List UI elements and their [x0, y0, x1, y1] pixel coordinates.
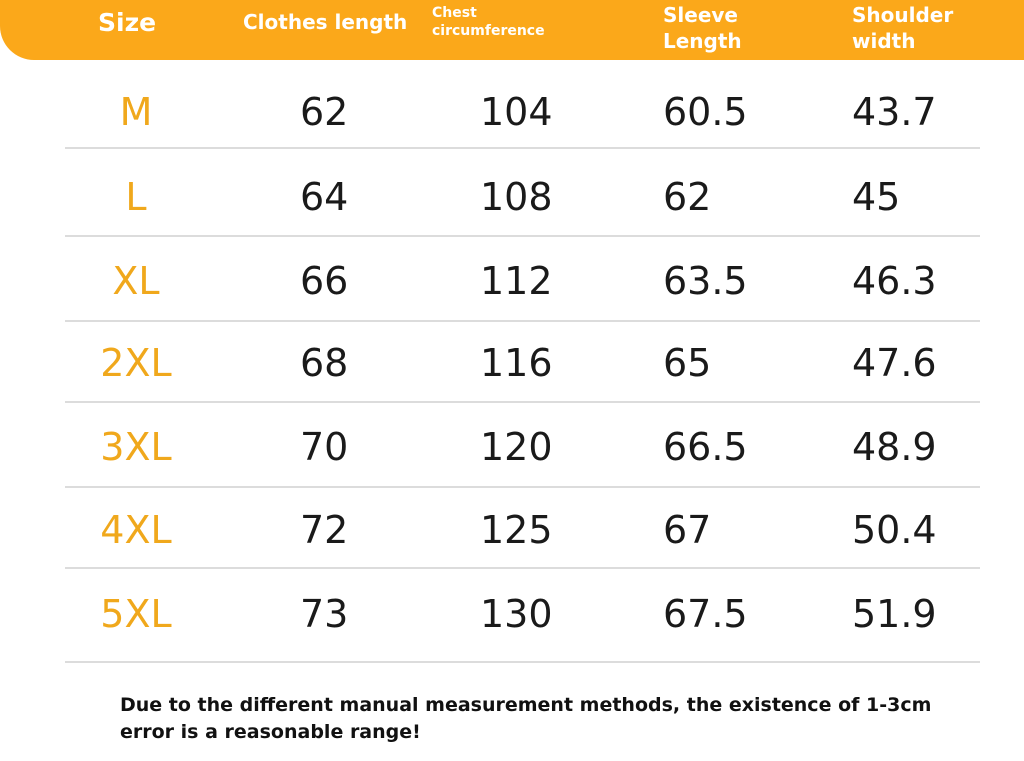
sleeve-cell: 62 [663, 175, 712, 219]
sleeve-cell: 67.5 [663, 592, 748, 636]
row-divider [65, 567, 980, 569]
size-cell: 3XL [100, 425, 172, 469]
row-divider [65, 147, 980, 149]
row-divider [65, 320, 980, 322]
clothes-length-cell: 73 [300, 592, 349, 636]
row-divider [65, 401, 980, 403]
header-bar [0, 0, 1024, 60]
table-row: L 64 108 62 45 [0, 157, 1024, 237]
header-clothes-length: Clothes length [243, 10, 408, 34]
row-divider [65, 661, 980, 663]
header-shoulder-width: Shoulder width [852, 3, 954, 53]
row-divider [65, 486, 980, 488]
header-size: Size [98, 8, 157, 37]
sleeve-cell: 67 [663, 508, 712, 552]
shoulder-cell: 50.4 [852, 508, 937, 552]
sleeve-cell: 65 [663, 341, 712, 385]
shoulder-cell: 48.9 [852, 425, 937, 469]
table-row: XL 66 112 63.5 46.3 [0, 241, 1024, 321]
table-row: M 62 104 60.5 43.7 [0, 72, 1024, 152]
table-row: 5XL 73 130 67.5 51.9 [0, 574, 1024, 654]
size-cell: 2XL [100, 341, 172, 385]
header-sleeve-length: Sleeve Length [663, 3, 742, 53]
chest-cell: 125 [480, 508, 553, 552]
header-chest-circumference: Chest circumference [432, 5, 545, 39]
chest-cell: 112 [480, 259, 553, 303]
clothes-length-cell: 64 [300, 175, 349, 219]
table-row: 4XL 72 125 67 50.4 [0, 490, 1024, 570]
table-row: 2XL 68 116 65 47.6 [0, 323, 1024, 403]
row-divider [65, 235, 980, 237]
measurement-note: Due to the different manual measurement … [120, 694, 932, 743]
chest-cell: 130 [480, 592, 553, 636]
chest-cell: 104 [480, 90, 553, 134]
clothes-length-cell: 72 [300, 508, 349, 552]
shoulder-cell: 46.3 [852, 259, 937, 303]
size-cell: XL [112, 259, 160, 303]
shoulder-cell: 47.6 [852, 341, 937, 385]
clothes-length-cell: 66 [300, 259, 349, 303]
clothes-length-cell: 62 [300, 90, 349, 134]
size-cell: 4XL [100, 508, 172, 552]
shoulder-cell: 43.7 [852, 90, 937, 134]
chest-cell: 108 [480, 175, 553, 219]
shoulder-cell: 51.9 [852, 592, 937, 636]
size-cell: L [125, 175, 147, 219]
size-cell: 5XL [100, 592, 172, 636]
chest-cell: 120 [480, 425, 553, 469]
clothes-length-cell: 68 [300, 341, 349, 385]
sleeve-cell: 60.5 [663, 90, 748, 134]
sleeve-cell: 66.5 [663, 425, 748, 469]
table-row: 3XL 70 120 66.5 48.9 [0, 407, 1024, 487]
clothes-length-cell: 70 [300, 425, 349, 469]
sleeve-cell: 63.5 [663, 259, 748, 303]
chest-cell: 116 [480, 341, 553, 385]
size-cell: M [119, 90, 153, 134]
shoulder-cell: 45 [852, 175, 901, 219]
